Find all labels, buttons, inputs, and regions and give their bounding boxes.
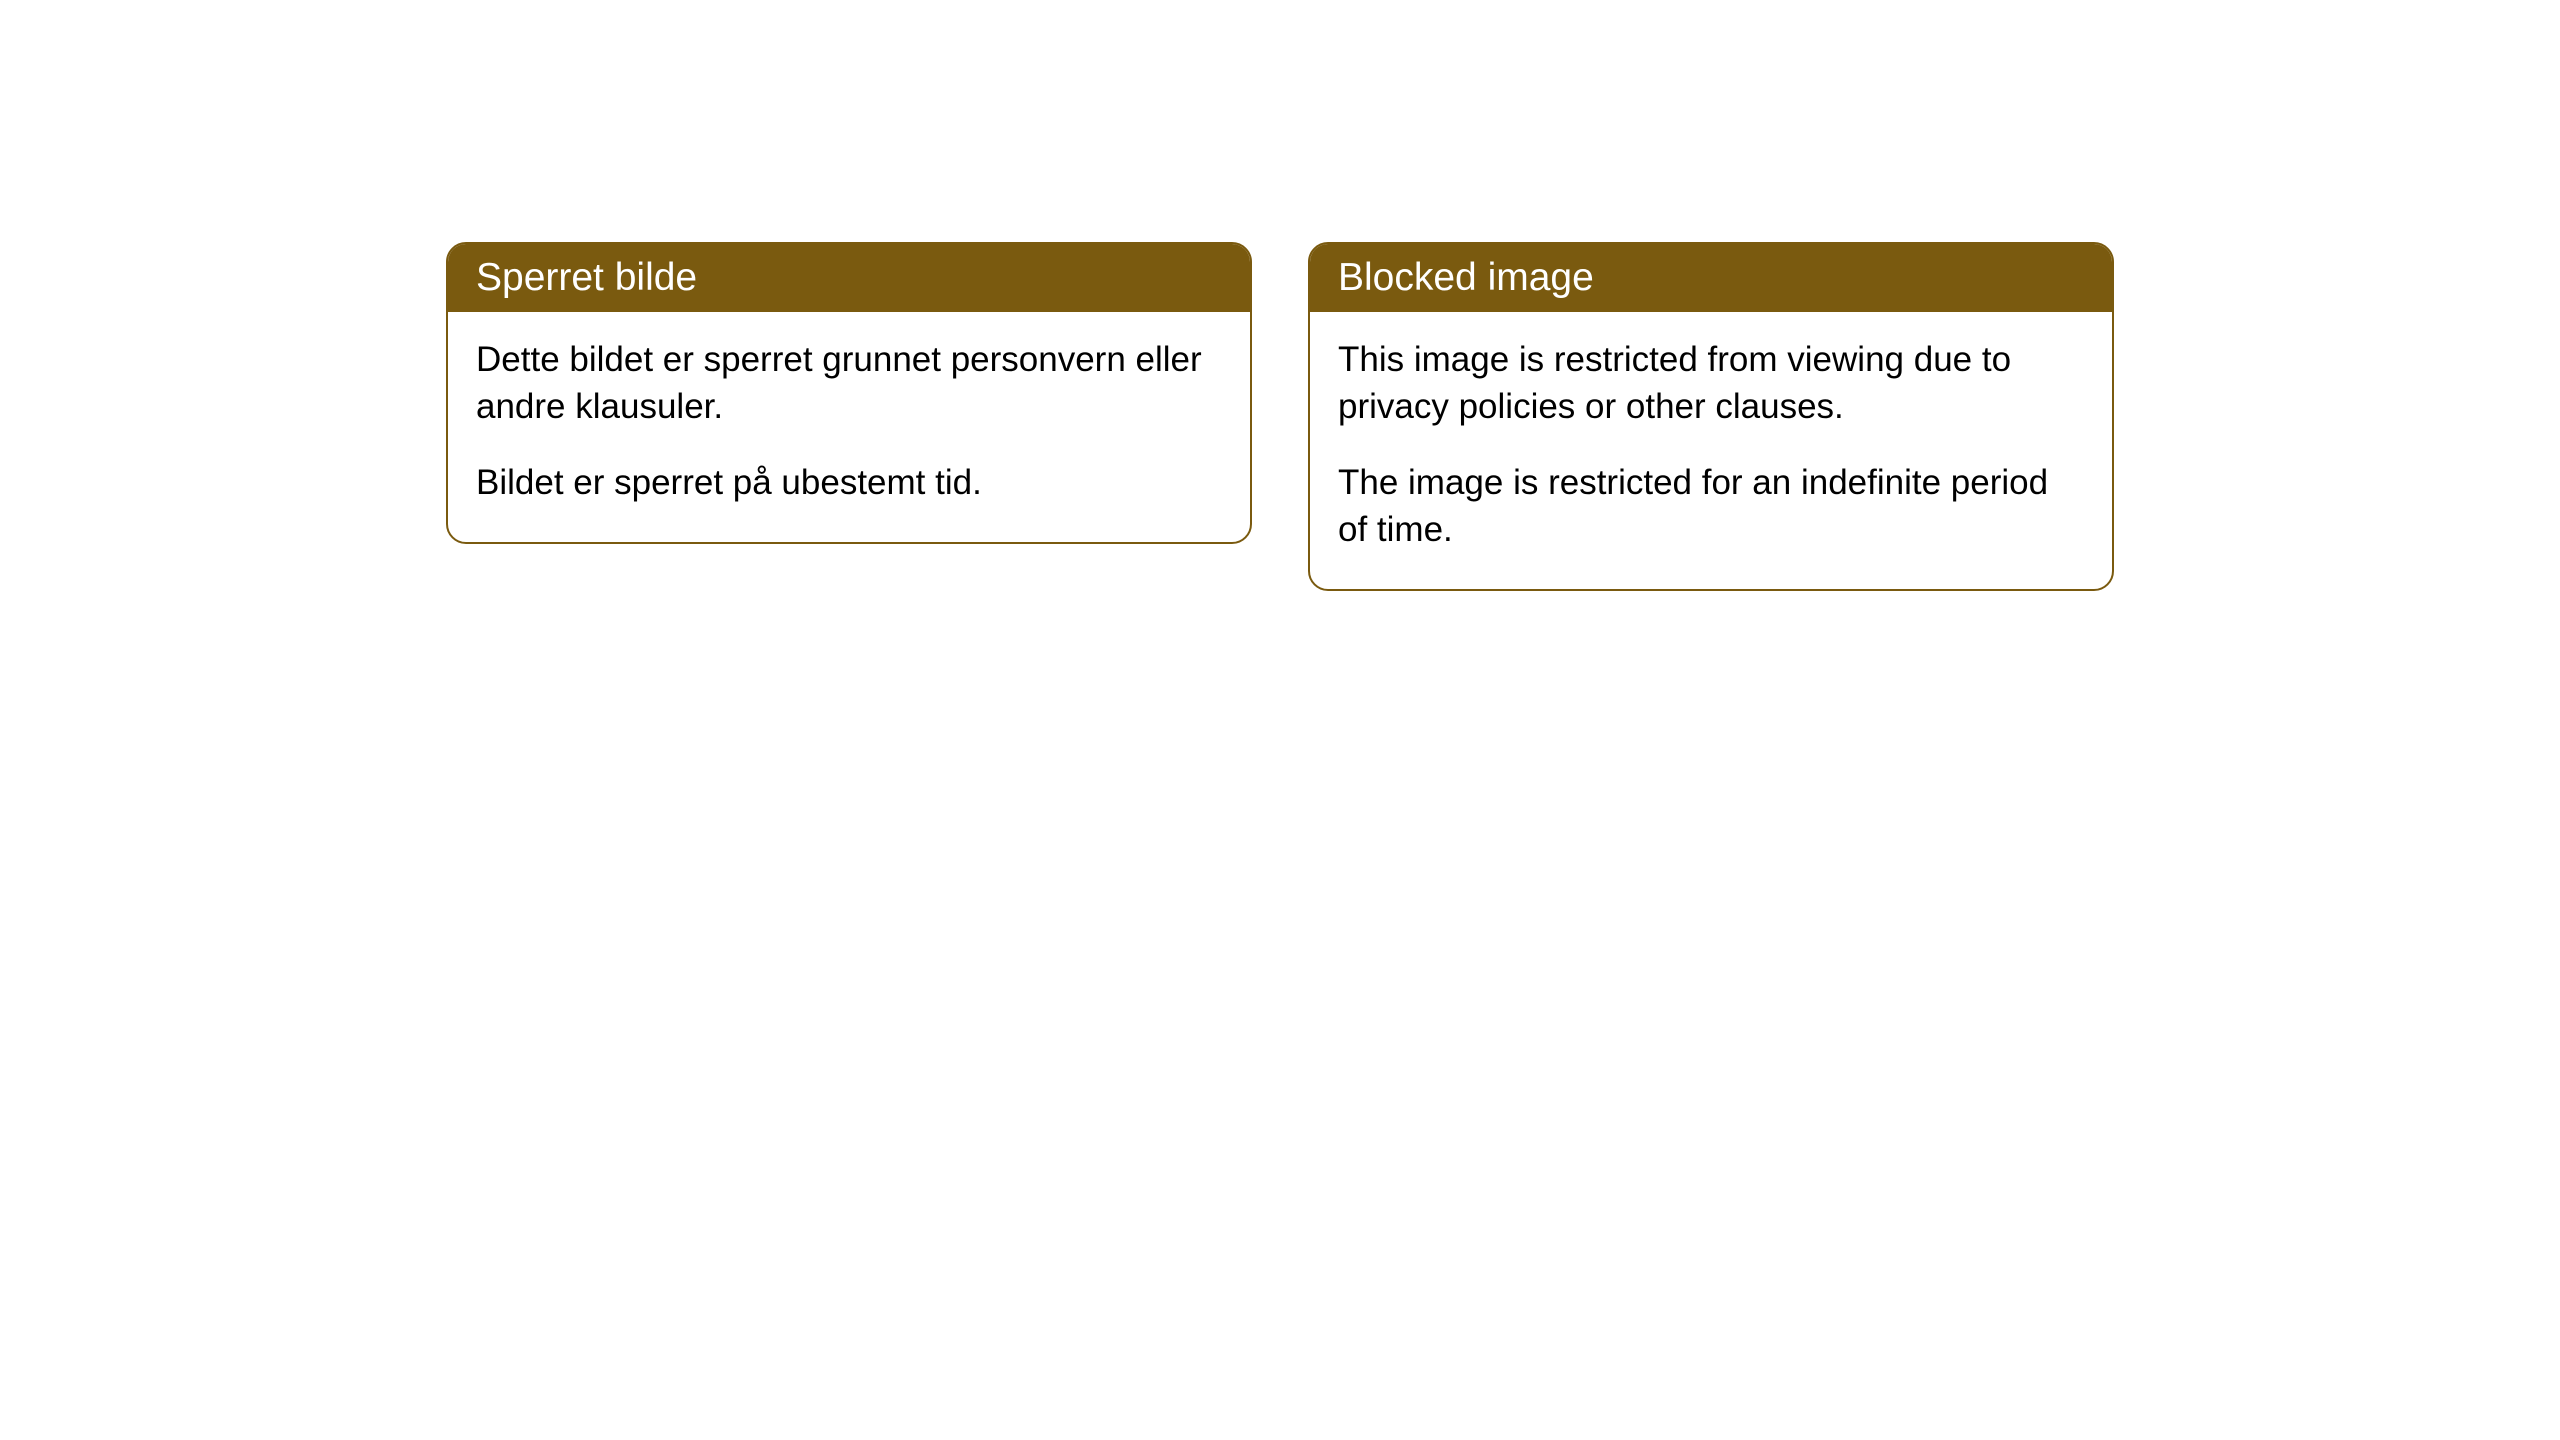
notice-paragraph: This image is restricted from viewing du…	[1338, 336, 2084, 431]
notice-cards-container: Sperret bilde Dette bildet er sperret gr…	[446, 242, 2114, 1440]
notice-paragraph: Bildet er sperret på ubestemt tid.	[476, 459, 1222, 506]
card-body: This image is restricted from viewing du…	[1310, 312, 2112, 589]
card-body: Dette bildet er sperret grunnet personve…	[448, 312, 1250, 542]
card-header: Blocked image	[1310, 244, 2112, 312]
notice-paragraph: The image is restricted for an indefinit…	[1338, 459, 2084, 554]
card-header: Sperret bilde	[448, 244, 1250, 312]
notice-paragraph: Dette bildet er sperret grunnet personve…	[476, 336, 1222, 431]
notice-card-norwegian: Sperret bilde Dette bildet er sperret gr…	[446, 242, 1252, 544]
notice-card-english: Blocked image This image is restricted f…	[1308, 242, 2114, 591]
